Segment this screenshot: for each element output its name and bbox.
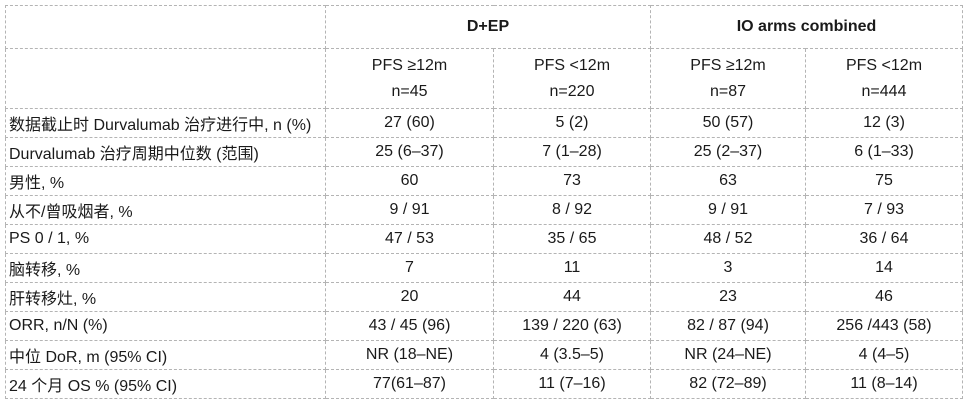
cell-value: 256 /443 (58) — [805, 311, 963, 341]
row-label: Durvalumab 治疗周期中位数 (范围) — [5, 137, 326, 167]
row-label: 24 个月 OS % (95% CI) — [5, 369, 326, 399]
cell-value: 139 / 220 (63) — [493, 311, 651, 341]
table-row: ORR, n/N (%) 43 / 45 (96) 139 / 220 (63)… — [5, 311, 963, 341]
n-label: n=444 — [861, 82, 907, 100]
cell-value: 4 (4–5) — [805, 340, 963, 370]
clinical-results-table: D+EP IO arms combined PFS ≥12m n=45 PFS … — [5, 5, 963, 399]
pfs-label: PFS <12m — [845, 56, 923, 74]
column-header-dep-pfs-lt12: PFS <12m n=220 — [493, 48, 651, 109]
cell-value: 11 (8–14) — [805, 369, 963, 399]
table-row: 肝转移灶, % 20 44 23 46 — [5, 282, 963, 312]
table-row: 脑转移, % 7 11 3 14 — [5, 253, 963, 283]
row-label: 男性, % — [5, 166, 326, 196]
cell-value: 6 (1–33) — [805, 137, 963, 167]
cell-value: 43 / 45 (96) — [325, 311, 494, 341]
cell-value: 23 — [650, 282, 806, 312]
cell-value: 82 / 87 (94) — [650, 311, 806, 341]
cell-value: 73 — [493, 166, 651, 196]
cell-value: 4 (3.5–5) — [493, 340, 651, 370]
row-label: 从不/曾吸烟者, % — [5, 195, 326, 225]
row-label: 中位 DoR, m (95% CI) — [5, 340, 326, 370]
cell-value: 44 — [493, 282, 651, 312]
table-row: 从不/曾吸烟者, % 9 / 91 8 / 92 9 / 91 7 / 93 — [5, 195, 963, 225]
row-label: 数据截止时 Durvalumab 治疗进行中, n (%) — [5, 108, 326, 138]
pfs-label: PFS <12m — [533, 56, 611, 74]
cell-value: 48 / 52 — [650, 224, 806, 254]
table-row: 24 个月 OS % (95% CI) 77(61–87) 11 (7–16) … — [5, 369, 963, 399]
cell-value: 60 — [325, 166, 494, 196]
cell-value: 9 / 91 — [650, 195, 806, 225]
cell-value: 27 (60) — [325, 108, 494, 138]
cell-value: 36 / 64 — [805, 224, 963, 254]
cell-value: 82 (72–89) — [650, 369, 806, 399]
n-label: n=45 — [391, 82, 428, 100]
table-row: 男性, % 60 73 63 75 — [5, 166, 963, 196]
group-header-dep: D+EP — [325, 5, 651, 49]
cell-value: 3 — [650, 253, 806, 283]
row-label: PS 0 / 1, % — [5, 224, 326, 254]
cell-value: 63 — [650, 166, 806, 196]
column-header-dep-pfs-ge12: PFS ≥12m n=45 — [325, 48, 494, 109]
pfs-label: PFS ≥12m — [690, 56, 766, 74]
cell-value: 11 — [493, 253, 651, 283]
cell-value: 50 (57) — [650, 108, 806, 138]
column-header-row: PFS ≥12m n=45 PFS <12m n=220 PFS ≥12m n=… — [5, 48, 963, 109]
corner-cell — [5, 48, 326, 109]
cell-value: 14 — [805, 253, 963, 283]
row-label: 脑转移, % — [5, 253, 326, 283]
cell-value: 9 / 91 — [325, 195, 494, 225]
cell-value: 47 / 53 — [325, 224, 494, 254]
cell-value: 20 — [325, 282, 494, 312]
cell-value: 35 / 65 — [493, 224, 651, 254]
cell-value: 12 (3) — [805, 108, 963, 138]
cell-value: 46 — [805, 282, 963, 312]
cell-value: 8 / 92 — [493, 195, 651, 225]
table-row: PS 0 / 1, % 47 / 53 35 / 65 48 / 52 36 /… — [5, 224, 963, 254]
row-label: ORR, n/N (%) — [5, 311, 326, 341]
n-label: n=220 — [549, 82, 595, 100]
n-label: n=87 — [709, 82, 747, 100]
column-header-io-pfs-ge12: PFS ≥12m n=87 — [650, 48, 806, 109]
cell-value: 5 (2) — [493, 108, 651, 138]
cell-value: 7 (1–28) — [493, 137, 651, 167]
cell-value: 11 (7–16) — [493, 369, 651, 399]
column-header-io-pfs-lt12: PFS <12m n=444 — [805, 48, 963, 109]
cell-value: 77(61–87) — [325, 369, 494, 399]
cell-value: 25 (6–37) — [325, 137, 494, 167]
pfs-label: PFS ≥12m — [371, 56, 448, 74]
group-header-row: D+EP IO arms combined — [5, 5, 963, 49]
group-header-io-arms: IO arms combined — [650, 5, 963, 49]
corner-cell — [5, 5, 326, 49]
cell-value: NR (24–NE) — [650, 340, 806, 370]
cell-value: 7 — [325, 253, 494, 283]
cell-value: 75 — [805, 166, 963, 196]
row-label: 肝转移灶, % — [5, 282, 326, 312]
cell-value: 7 / 93 — [805, 195, 963, 225]
cell-value: 25 (2–37) — [650, 137, 806, 167]
table-row: 中位 DoR, m (95% CI) NR (18–NE) 4 (3.5–5) … — [5, 340, 963, 370]
table-row: Durvalumab 治疗周期中位数 (范围) 25 (6–37) 7 (1–2… — [5, 137, 963, 167]
cell-value: NR (18–NE) — [325, 340, 494, 370]
table-row: 数据截止时 Durvalumab 治疗进行中, n (%) 27 (60) 5 … — [5, 108, 963, 138]
